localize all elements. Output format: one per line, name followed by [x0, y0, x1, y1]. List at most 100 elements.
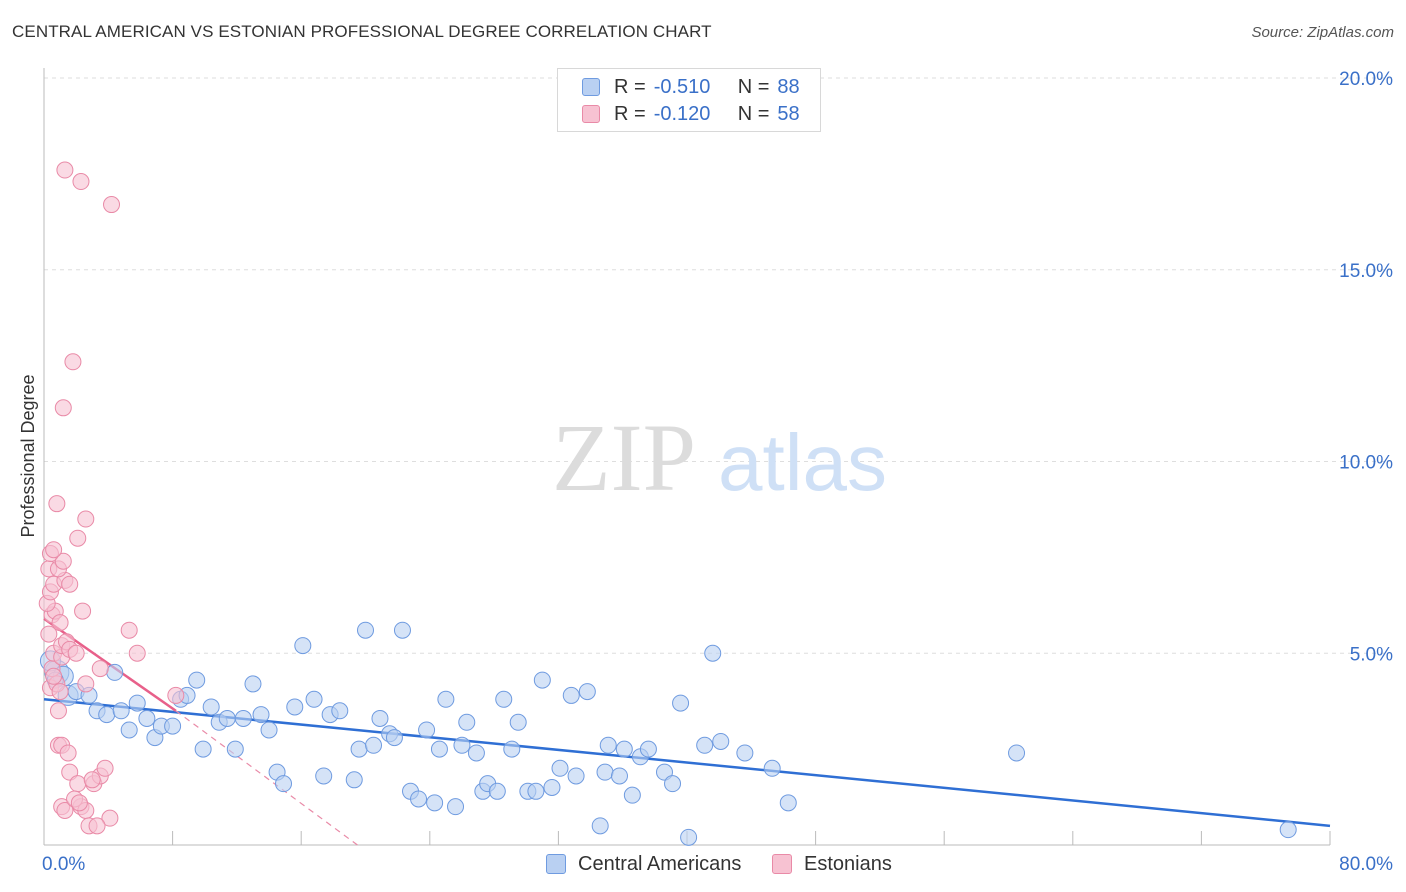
data-point-central-american	[655, 763, 673, 781]
data-point-central-american	[365, 736, 383, 754]
data-point-central-american	[610, 767, 628, 785]
legend-n-label: N =	[737, 75, 770, 98]
data-point-central-american	[393, 621, 411, 639]
data-point-estonian	[120, 621, 138, 639]
data-point-central-american	[736, 744, 754, 762]
data-point-estonian	[128, 644, 146, 662]
data-point-estonian	[69, 775, 87, 793]
data-point-central-american	[202, 698, 220, 716]
data-point-central-american	[458, 713, 476, 731]
data-point-central-american	[218, 709, 236, 727]
legend-r-value: -0.120	[653, 102, 711, 125]
data-point-central-american	[763, 759, 781, 777]
watermark: ZIP atlas	[552, 404, 887, 511]
data-point-central-american	[543, 778, 561, 796]
data-point-central-american	[120, 721, 138, 739]
grid-lines	[44, 77, 1392, 654]
data-point-central-american	[418, 721, 436, 739]
data-point-central-american	[596, 763, 614, 781]
data-point-central-american	[112, 702, 130, 720]
data-point-estonian	[70, 794, 88, 812]
data-point-central-american	[527, 782, 545, 800]
data-point-central-american	[244, 675, 262, 693]
data-point-central-american	[639, 740, 657, 758]
bottom-legend-swatch-blue	[546, 854, 566, 874]
legend-n-value: 58	[777, 102, 800, 125]
x-tick-label-min: 0.0%	[42, 854, 85, 875]
legend-swatch-blue	[582, 78, 600, 96]
data-point-central-american	[696, 736, 714, 754]
data-point-central-american	[779, 794, 797, 812]
data-point-central-american	[503, 740, 521, 758]
data-point-estonian	[74, 602, 92, 620]
data-point-central-american	[357, 621, 374, 639]
data-point-estonian	[45, 667, 63, 685]
data-point-central-american	[260, 721, 278, 739]
data-point-central-american	[623, 786, 641, 804]
data-point-estonian	[72, 173, 90, 191]
data-point-central-american	[286, 698, 304, 716]
data-point-estonian	[59, 744, 77, 762]
data-point-estonian	[77, 675, 95, 693]
data-point-central-american	[495, 690, 513, 708]
data-point-central-american	[664, 775, 682, 793]
bottom-legend-estonians: Estonians	[772, 850, 892, 878]
data-point-central-american	[331, 702, 349, 720]
data-point-central-american	[315, 767, 333, 785]
data-point-central-american	[128, 694, 146, 712]
data-point-central-american	[615, 740, 633, 758]
chart-title: CENTRAL AMERICAN VS ESTONIAN PROFESSIONA…	[12, 22, 712, 41]
data-point-central-american	[385, 729, 403, 747]
data-point-estonian	[51, 683, 69, 701]
bottom-legend-label: Estonians	[804, 852, 892, 875]
data-point-estonian	[56, 801, 74, 819]
bottom-legend-swatch-pink	[772, 854, 792, 874]
data-point-central-american	[680, 828, 698, 846]
data-point-estonian	[61, 763, 79, 781]
data-point-central-american	[275, 775, 293, 793]
correlation-legend: R = -0.510 N = 88 R = -0.120 N = 58	[557, 68, 821, 132]
data-point-central-american	[567, 767, 585, 785]
data-point-estonian	[45, 541, 63, 559]
data-point-central-american	[188, 671, 206, 689]
y-tick-label: 15.0%	[1339, 261, 1393, 282]
data-point-estonian	[48, 495, 66, 513]
data-point-estonian	[54, 552, 72, 570]
data-point-central-american	[447, 798, 465, 816]
data-point-central-american	[194, 740, 212, 758]
data-point-central-american	[410, 790, 428, 808]
data-point-estonian	[67, 644, 85, 662]
data-point-central-american	[509, 713, 527, 731]
trend-lines	[43, 617, 1331, 846]
data-point-central-american	[294, 637, 312, 655]
chart-source: Source: ZipAtlas.com	[1251, 24, 1394, 41]
data-point-central-american	[599, 736, 617, 754]
legend-swatch-pink	[582, 105, 600, 123]
data-point-estonian	[167, 686, 185, 704]
data-point-central-american	[467, 744, 485, 762]
legend-r-value: -0.510	[653, 75, 711, 98]
data-points	[38, 161, 1297, 846]
data-point-central-american	[371, 709, 389, 727]
legend-r-label: R =	[614, 102, 646, 125]
data-point-estonian	[40, 625, 58, 643]
trend-line-estonians-extension	[175, 710, 358, 846]
data-point-central-american	[1279, 821, 1297, 839]
bottom-legend-central-americans: Central Americans	[546, 850, 741, 878]
data-point-central-american	[98, 706, 116, 724]
legend-row-estonians: R = -0.120 N = 58	[582, 102, 800, 126]
data-point-central-american	[578, 683, 596, 701]
x-tick-label-max: 80.0%	[1339, 854, 1393, 875]
data-point-estonian	[91, 660, 109, 678]
data-point-central-american	[1008, 744, 1026, 762]
data-point-central-american	[562, 686, 580, 704]
data-point-estonian	[54, 399, 72, 417]
data-point-estonian	[96, 759, 114, 777]
data-point-estonian	[51, 614, 69, 632]
data-point-estonian	[101, 809, 119, 827]
y-tick-label: 20.0%	[1339, 69, 1393, 90]
y-tick-label: 5.0%	[1350, 644, 1393, 665]
data-point-central-american	[305, 690, 323, 708]
watermark-atlas: atlas	[718, 418, 887, 507]
